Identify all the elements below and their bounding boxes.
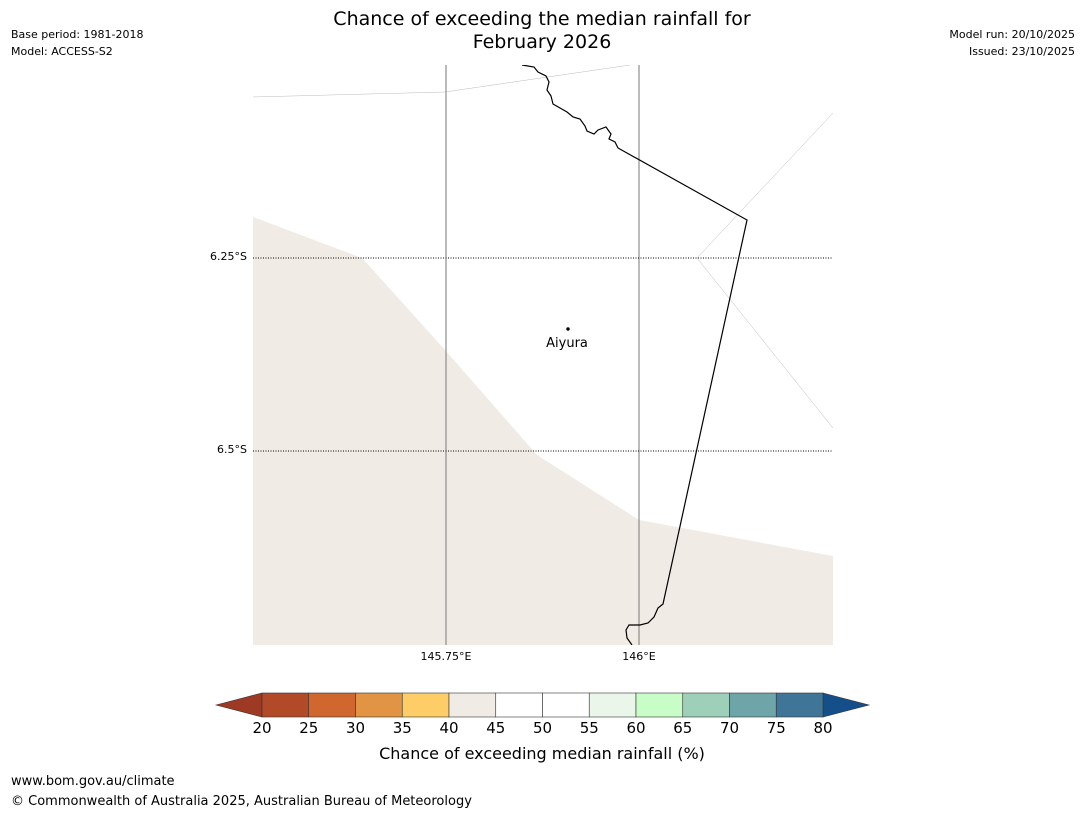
- colorbar-bin: [261, 692, 310, 718]
- colorbar-bin: [682, 692, 730, 718]
- title-line-1: Chance of exceeding the median rainfall …: [333, 8, 751, 30]
- colorbar-over-arrow: [822, 692, 871, 718]
- model-run-text: Model run: 20/10/2025: [949, 28, 1075, 41]
- issued-text: Issued: 23/10/2025: [968, 45, 1075, 58]
- colorbar-bin: [729, 692, 777, 718]
- colorbar-tick-label: 60: [626, 719, 646, 737]
- colorbar-bin: [588, 692, 637, 718]
- colorbar-bin: [355, 692, 403, 718]
- footer-copyright: © Commonwealth of Australia 2025, Austra…: [11, 794, 472, 809]
- below-median-shaded-region: [253, 217, 833, 645]
- latitude-label-6-25: 6.25°S: [210, 250, 247, 263]
- colorbar-tick-label: 80: [813, 719, 833, 737]
- province-boundary: [521, 65, 748, 645]
- colorbar-bin: [401, 692, 450, 718]
- longitude-label-145-75: 145.75°E: [420, 650, 472, 663]
- model-text: Model: ACCESS-S2: [11, 45, 113, 58]
- colorbar-tick-label: 55: [579, 719, 599, 737]
- longitude-label-146: 146°E: [622, 650, 656, 663]
- colorbar-tick-label: 20: [252, 719, 272, 737]
- colorbar-tick-label: 45: [486, 719, 506, 737]
- aiyura-label: Aiyura: [546, 336, 588, 351]
- base-period-text: Base period: 1981-2018: [11, 28, 144, 41]
- title-line-2: February 2026: [472, 31, 612, 53]
- colorbar-tick-label: 50: [532, 719, 553, 737]
- metadata-right: Model run: 20/10/2025 Issued: 23/10/2025: [949, 26, 1075, 60]
- colorbar-bin: [542, 692, 590, 718]
- colorbar-tick-label: 65: [673, 719, 693, 737]
- colorbar-tick-label: 40: [439, 719, 459, 737]
- colorbar-tick-label: 25: [299, 719, 319, 737]
- colorbar-bins: [261, 692, 824, 718]
- metadata-left: Base period: 1981-2018 Model: ACCESS-S2: [11, 26, 143, 60]
- colorbar-tick-label: 35: [392, 719, 412, 737]
- colorbar-tick-label: 70: [719, 719, 740, 737]
- footer-url: www.bom.gov.au/climate: [11, 774, 175, 789]
- colorbar-bin: [635, 692, 684, 718]
- colorbar-tick-label: 75: [766, 719, 786, 737]
- colorbar-bin: [495, 692, 543, 718]
- colorbar-title: Chance of exceeding median rainfall (%): [379, 744, 705, 763]
- boundary-line-north: [253, 65, 631, 98]
- colorbar-tick-label: 30: [345, 719, 366, 737]
- colorbar: [214, 692, 871, 718]
- colorbar-bin: [775, 692, 824, 718]
- boundary-line-east-upper: [696, 112, 833, 259]
- aiyura-marker: [566, 327, 570, 331]
- map-area: [253, 65, 833, 645]
- boundary-line-east-lower: [696, 257, 833, 429]
- colorbar-bin: [448, 692, 497, 718]
- chart-title: Chance of exceeding the median rainfall …: [242, 8, 842, 54]
- colorbar-under-arrow: [214, 692, 263, 718]
- latitude-label-6-5: 6.5°S: [217, 443, 247, 456]
- colorbar-bin: [308, 692, 356, 718]
